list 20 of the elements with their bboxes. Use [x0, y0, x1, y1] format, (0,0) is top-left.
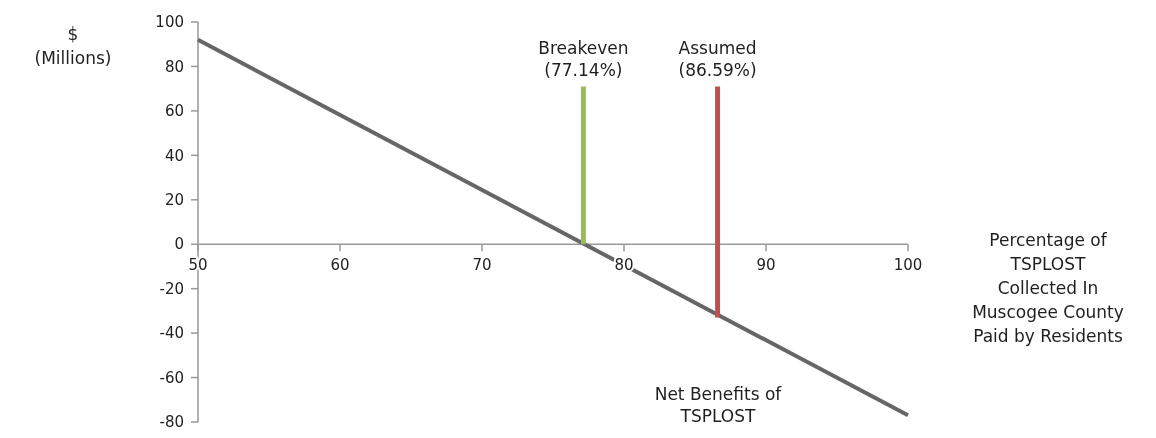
y-tick-label: -40: [159, 324, 184, 343]
series-label: Assumed (86.59%): [678, 38, 757, 81]
x-axis-title: Percentage of TSPLOST Collected In Muscogee County Paid by Residents: [972, 230, 1124, 346]
y-tick-label: -20: [159, 279, 184, 298]
y-tick-label: 40: [164, 146, 184, 165]
x-tick-label: 90: [756, 256, 776, 275]
x-tick-label: 60: [330, 256, 350, 275]
x-tick-label: 100: [893, 256, 923, 275]
y-tick-label: 100: [155, 13, 184, 32]
y-tick-label: -80: [159, 413, 184, 432]
y-tick-label: 20: [164, 191, 184, 210]
series-label: Net Benefits of TSPLOST: [654, 384, 783, 427]
x-tick-label: 70: [472, 256, 492, 275]
x-tick-label: 50: [188, 256, 208, 275]
y-tick-label: 80: [164, 57, 184, 76]
y-tick-label: 60: [164, 102, 184, 121]
y-tick-label: -60: [159, 368, 184, 387]
series-label: Breakeven (77.14%): [538, 38, 629, 81]
y-tick-label: 0: [174, 235, 184, 254]
y-axis-title: $ (Millions): [34, 24, 112, 68]
